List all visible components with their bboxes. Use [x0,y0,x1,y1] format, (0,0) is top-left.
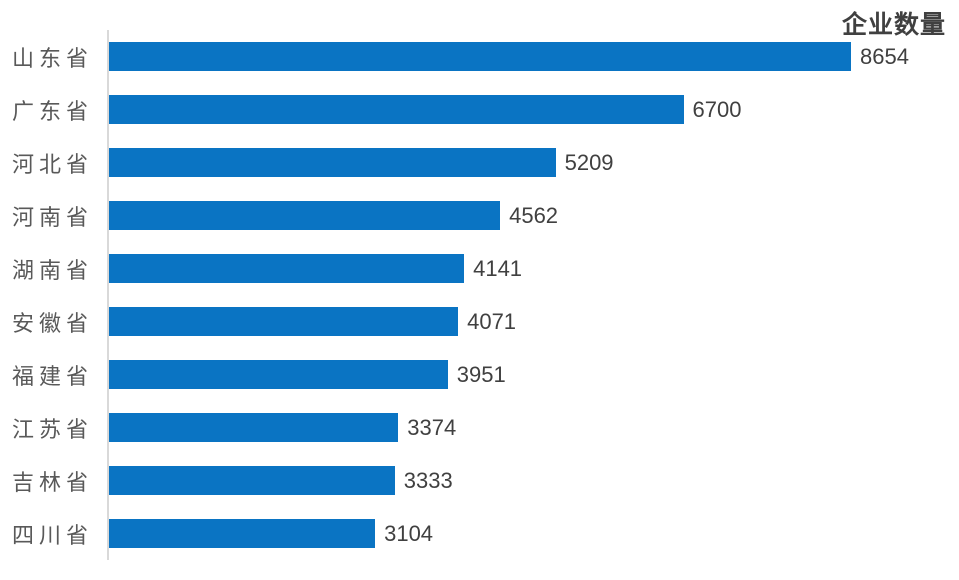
category-label: 广东省 [12,98,94,124]
bar [109,42,851,71]
y-axis-line [107,30,109,560]
category-label: 四川省 [12,522,94,548]
bar [109,519,376,548]
bar [109,95,684,124]
bar-row: 广东省 6700 [0,83,959,136]
bar-row: 安徽省 4071 [0,295,959,348]
bar-area: 5209 [109,136,959,189]
category-label: 江苏省 [12,416,94,442]
chart-rows: 山东省 8654 广东省 6700 河北省 5209 河南省 4562 湖南省 … [0,30,959,560]
category-label: 山东省 [12,45,94,71]
bar [109,254,465,283]
value-label: 4562 [509,202,559,228]
bar-row: 四川省 3104 [0,507,959,560]
chart-title: 企业数量 [841,11,946,39]
bar [109,307,459,336]
bar-area: 3951 [109,348,959,401]
bar-row: 江苏省 3374 [0,401,959,454]
value-label: 8654 [860,43,909,69]
bar-row: 福建省 3951 [0,348,959,401]
bar-area: 6700 [109,83,959,136]
bar-area: 8654 [109,30,959,83]
value-label: 4071 [467,308,517,334]
category-label: 福建省 [12,363,94,389]
category-label: 河北省 [12,151,94,177]
bar-row: 河南省 4562 [0,189,959,242]
bar-area: 3333 [109,454,959,507]
value-label: 3951 [456,361,506,387]
value-label: 6700 [692,96,742,122]
bar-area: 3374 [109,401,959,454]
value-label: 5209 [564,149,614,175]
bar [109,466,395,495]
bar-area: 4562 [109,189,959,242]
bar-row: 河北省 5209 [0,136,959,189]
bar-row: 湖南省 4141 [0,242,959,295]
category-label: 河南省 [12,204,94,230]
bar-row: 吉林省 3333 [0,454,959,507]
bar-area: 3104 [109,507,959,560]
bar-area: 4071 [109,295,959,348]
bar-area: 4141 [109,242,959,295]
category-label: 安徽省 [12,310,94,336]
bar [109,360,448,389]
value-label: 4141 [473,255,523,281]
value-label: 3374 [407,414,457,440]
value-label: 3104 [384,520,434,546]
bar [109,148,556,177]
bar [109,201,501,230]
category-label: 湖南省 [12,257,94,283]
category-label: 吉林省 [12,469,94,495]
bar-row: 山东省 8654 [0,30,959,83]
value-label: 3333 [403,467,453,493]
bar [109,413,399,442]
